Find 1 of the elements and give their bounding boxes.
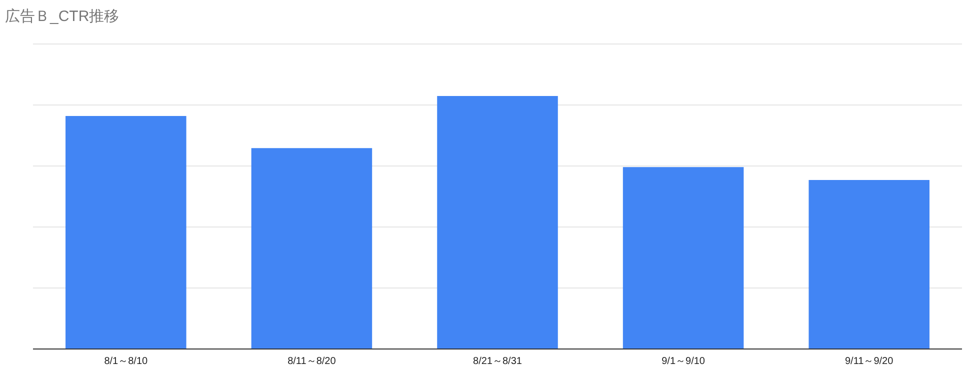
title: 広告Ｂ_CTR推移 — [5, 8, 120, 25]
